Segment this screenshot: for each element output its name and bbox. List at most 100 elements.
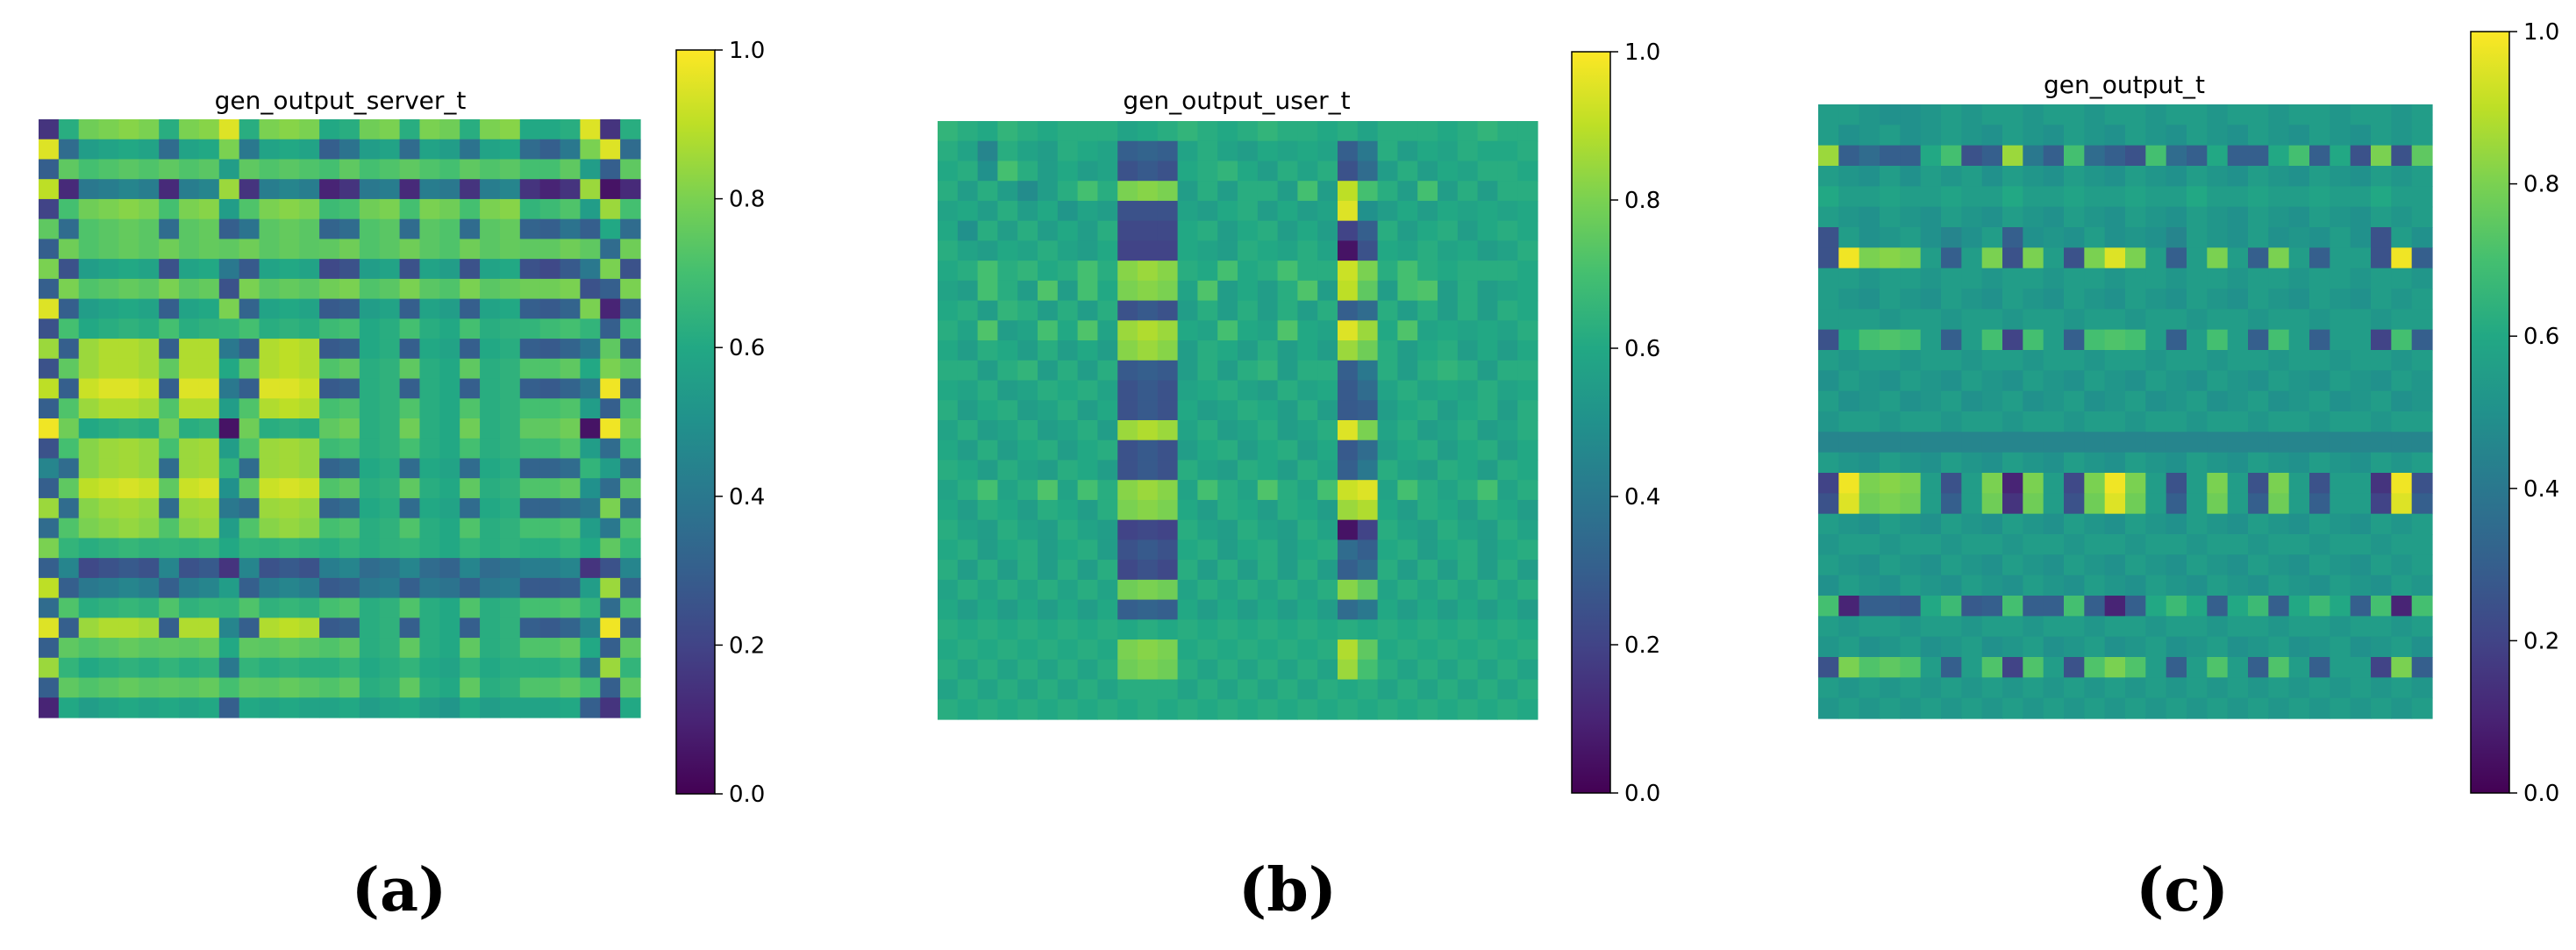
- heatmap-cell: [1157, 300, 1179, 321]
- heatmap-cell: [1038, 261, 1059, 282]
- heatmap-cell: [399, 179, 421, 200]
- heatmap-cell: [2227, 206, 2249, 228]
- heatmap-cell: [2104, 145, 2126, 167]
- heatmap-cell: [139, 558, 160, 579]
- heatmap-cell: [339, 478, 360, 499]
- heatmap-cell: [1417, 121, 1438, 142]
- heatmap-cell: [1377, 261, 1398, 282]
- heatmap-cell: [480, 618, 501, 639]
- heatmap-cell: [2309, 227, 2330, 248]
- heatmap-cell: [2084, 289, 2106, 310]
- heatmap-cell: [1057, 699, 1079, 720]
- heatmap-cell: [560, 119, 581, 140]
- heatmap-cell: [1920, 186, 1942, 208]
- heatmap-cell: [2330, 657, 2351, 678]
- heatmap-cell: [2084, 636, 2106, 658]
- heatmap-cell: [1961, 452, 1983, 474]
- heatmap-cell: [1038, 280, 1059, 302]
- heatmap-cell: [1077, 220, 1098, 241]
- heatmap-cell: [359, 518, 381, 539]
- heatmap-cell: [1477, 360, 1498, 382]
- heatmap-cell: [2064, 575, 2085, 596]
- heatmap-cell: [1077, 121, 1098, 142]
- heatmap-cell: [179, 318, 200, 339]
- heatmap-cell: [1417, 460, 1438, 481]
- heatmap-cell: [1457, 519, 1479, 540]
- heatmap-cell: [2207, 616, 2229, 638]
- heatmap-cell: [1838, 309, 1860, 331]
- heatmap-cell: [1297, 261, 1318, 282]
- heatmap-cell: [2104, 575, 2126, 596]
- heatmap-cell: [1457, 599, 1479, 620]
- heatmap-cell: [339, 339, 360, 360]
- heatmap-cell: [1238, 280, 1259, 302]
- heatmap-cell: [39, 697, 60, 718]
- heatmap-cell: [1497, 519, 1518, 540]
- heatmap-cell: [1900, 186, 1922, 208]
- heatmap-cell: [1438, 400, 1459, 421]
- heatmap-cell: [2145, 697, 2167, 719]
- heatmap-cell: [480, 119, 501, 140]
- heatmap-cell: [78, 239, 100, 260]
- heatmap-cell: [339, 218, 360, 239]
- heatmap-cell: [2145, 554, 2167, 576]
- heatmap-cell: [1377, 400, 1398, 421]
- heatmap-cell: [2350, 268, 2372, 289]
- heatmap-cell: [1818, 145, 1839, 167]
- heatmap-cell: [379, 418, 401, 439]
- heatmap-cell: [1477, 261, 1498, 282]
- heatmap-cell: [2248, 534, 2269, 555]
- heatmap-cell: [539, 378, 561, 399]
- heatmap-cell: [957, 579, 979, 601]
- heatmap-cell: [2248, 227, 2269, 248]
- heatmap-cell: [1900, 247, 1922, 269]
- heatmap-cell: [2309, 697, 2330, 719]
- heatmap-cell: [319, 318, 340, 339]
- heatmap-cell: [1197, 181, 1218, 202]
- heatmap-cell: [2309, 390, 2330, 412]
- heatmap-cell: [1077, 320, 1098, 341]
- heatmap-cell: [1961, 166, 1983, 187]
- heatmap-cell: [600, 538, 621, 559]
- heatmap-cell: [218, 577, 240, 599]
- heatmap-cell: [2043, 329, 2065, 351]
- heatmap-cell: [2084, 268, 2106, 289]
- heatmap-cell: [319, 179, 340, 200]
- heatmap-cell: [620, 577, 641, 599]
- heatmap-cell: [439, 259, 460, 280]
- heatmap-cell: [1017, 560, 1038, 581]
- heatmap-cell: [339, 697, 360, 718]
- heatmap-cell: [2248, 166, 2269, 187]
- heatmap-cell: [620, 198, 641, 220]
- heatmap-cell: [938, 200, 959, 222]
- heatmap-cell: [319, 638, 340, 659]
- heatmap-cell: [2248, 390, 2269, 412]
- heatmap-cell: [560, 697, 581, 718]
- heatmap-cell: [1457, 220, 1479, 241]
- heatmap-cell: [1417, 340, 1438, 361]
- heatmap-cell: [1438, 579, 1459, 601]
- heatmap-cell: [1157, 240, 1179, 261]
- heatmap-cell: [1238, 480, 1259, 501]
- heatmap-cell: [977, 480, 998, 501]
- heatmap-cell: [2145, 575, 2167, 596]
- heatmap-cell: [1961, 247, 1983, 269]
- heatmap-cell: [2391, 350, 2413, 371]
- heatmap-cell: [1177, 300, 1198, 321]
- heatmap-cell: [2104, 227, 2126, 248]
- heatmap-cell: [1197, 499, 1218, 521]
- heatmap-cell: [2207, 268, 2229, 289]
- heatmap-cell: [1117, 560, 1138, 581]
- heatmap-cell: [198, 358, 220, 380]
- heatmap-cell: [1880, 534, 1901, 555]
- heatmap-cell: [198, 119, 220, 140]
- heatmap-cell: [259, 198, 280, 220]
- heatmap-cell: [1900, 329, 1922, 351]
- heatmap-cell: [359, 139, 381, 161]
- heatmap-cell: [2207, 206, 2229, 228]
- heatmap-cell: [2145, 452, 2167, 474]
- heatmap-cell: [580, 518, 601, 539]
- heatmap-cell: [1397, 480, 1418, 501]
- heatmap-cell: [1517, 420, 1538, 441]
- heatmap-cell: [1038, 181, 1059, 202]
